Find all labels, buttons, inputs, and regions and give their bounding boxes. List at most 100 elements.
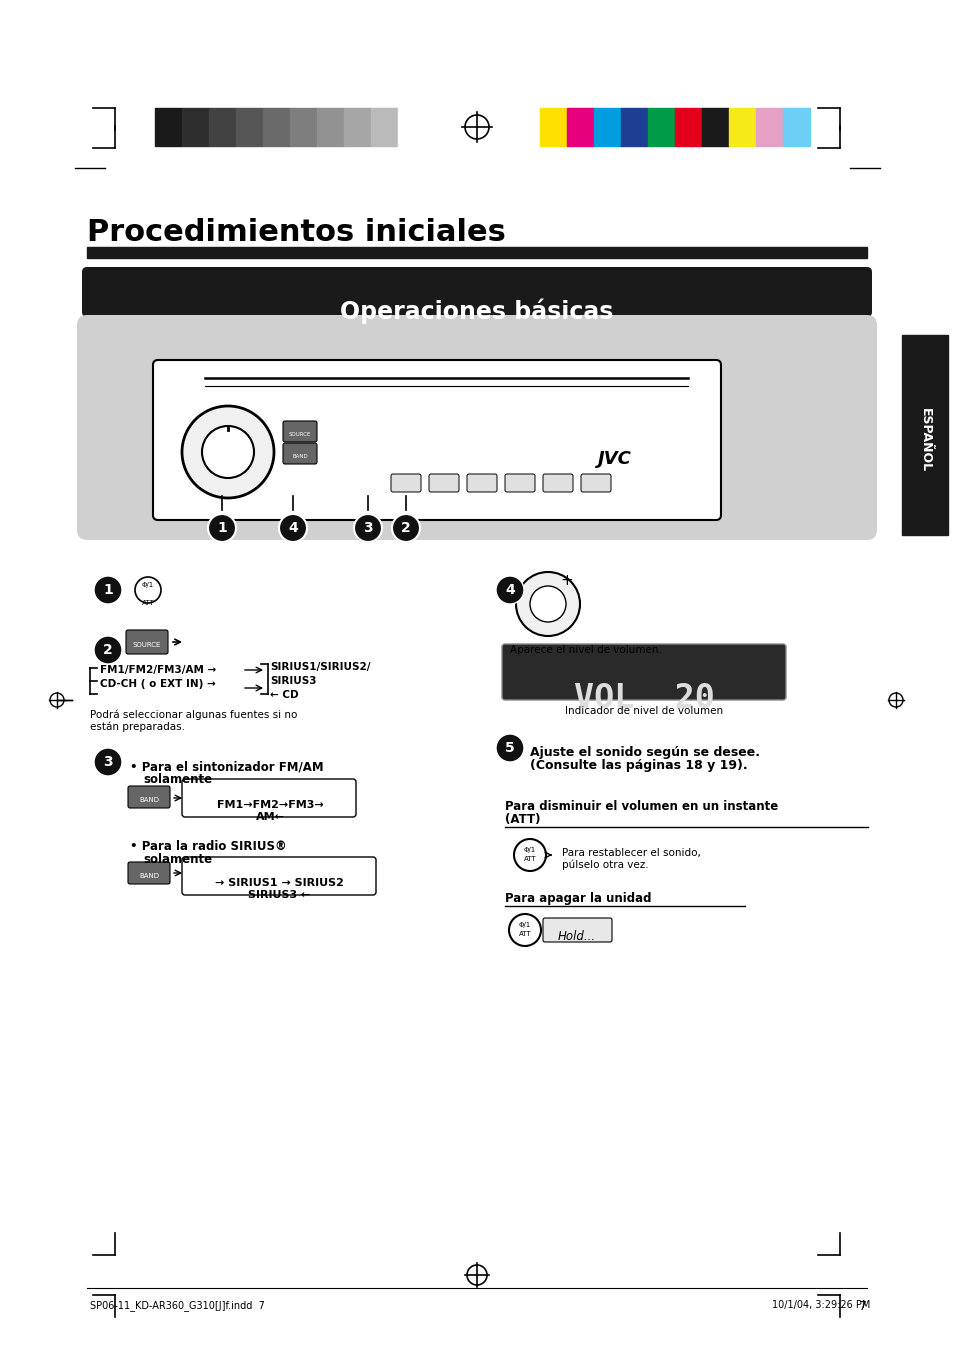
Bar <box>344 108 371 146</box>
Bar <box>594 108 620 146</box>
Text: 7: 7 <box>858 1300 866 1313</box>
FancyBboxPatch shape <box>82 267 871 317</box>
Text: FM1/FM2/FM3/AM →: FM1/FM2/FM3/AM → <box>100 665 216 676</box>
Text: 2: 2 <box>103 643 112 657</box>
Text: BAND: BAND <box>139 797 159 802</box>
Text: Aparece el nivel de volumen.: Aparece el nivel de volumen. <box>510 644 661 655</box>
FancyBboxPatch shape <box>128 862 170 884</box>
Text: Podrá seleccionar algunas fuentes si no: Podrá seleccionar algunas fuentes si no <box>90 711 297 720</box>
Circle shape <box>496 576 523 604</box>
Text: 5: 5 <box>504 740 515 755</box>
FancyBboxPatch shape <box>128 786 170 808</box>
Circle shape <box>94 748 122 775</box>
Bar <box>782 108 809 146</box>
Circle shape <box>496 734 523 762</box>
Circle shape <box>278 513 307 542</box>
Text: SOURCE: SOURCE <box>132 642 161 648</box>
Text: Φ/1: Φ/1 <box>523 847 536 852</box>
Bar <box>290 108 316 146</box>
FancyBboxPatch shape <box>504 474 535 492</box>
Text: 3: 3 <box>103 755 112 769</box>
Text: BAND: BAND <box>292 454 308 459</box>
Text: 3: 3 <box>363 521 373 535</box>
Bar <box>154 108 182 146</box>
Bar <box>209 108 235 146</box>
Text: SIRIUS3 ←: SIRIUS3 ← <box>248 890 310 900</box>
FancyBboxPatch shape <box>542 474 573 492</box>
Circle shape <box>392 513 419 542</box>
FancyBboxPatch shape <box>182 857 375 894</box>
Circle shape <box>354 513 381 542</box>
Bar <box>566 108 594 146</box>
Bar <box>371 108 397 146</box>
Text: SP06-11_KD-AR360_G310[J]f.indd  7: SP06-11_KD-AR360_G310[J]f.indd 7 <box>90 1300 265 1310</box>
FancyBboxPatch shape <box>467 474 497 492</box>
FancyBboxPatch shape <box>152 359 720 520</box>
Circle shape <box>530 586 565 621</box>
Bar <box>539 108 566 146</box>
Bar <box>397 108 424 146</box>
Text: Ajuste el sonido según se desee.: Ajuste el sonido según se desee. <box>530 746 760 759</box>
Text: VOL  20: VOL 20 <box>573 682 714 715</box>
Text: Φ/1: Φ/1 <box>142 582 154 588</box>
Text: AM←: AM← <box>255 812 284 821</box>
Text: → SIRIUS1 → SIRIUS2: → SIRIUS1 → SIRIUS2 <box>214 878 343 888</box>
Bar <box>263 108 290 146</box>
FancyBboxPatch shape <box>77 315 876 540</box>
Text: BAND: BAND <box>139 873 159 880</box>
Text: SIRIUS1/SIRIUS2/: SIRIUS1/SIRIUS2/ <box>270 662 370 671</box>
Circle shape <box>202 426 253 478</box>
Bar <box>675 108 701 146</box>
Circle shape <box>516 571 579 636</box>
Text: ← CD: ← CD <box>270 690 298 700</box>
Bar <box>755 108 782 146</box>
FancyBboxPatch shape <box>501 644 785 700</box>
Text: púlselo otra vez.: púlselo otra vez. <box>561 861 648 870</box>
Text: 4: 4 <box>288 521 297 535</box>
FancyBboxPatch shape <box>182 780 355 817</box>
FancyBboxPatch shape <box>126 630 168 654</box>
Circle shape <box>208 513 235 542</box>
Text: están preparadas.: están preparadas. <box>90 721 185 732</box>
Text: ATT: ATT <box>523 857 536 862</box>
Text: (Consulte las páginas 18 y 19).: (Consulte las páginas 18 y 19). <box>530 759 747 771</box>
Bar <box>901 335 947 535</box>
Circle shape <box>94 636 122 663</box>
Bar <box>701 108 728 146</box>
Text: JVC: JVC <box>598 450 631 467</box>
Text: FM1→FM2→FM3→: FM1→FM2→FM3→ <box>216 800 323 811</box>
FancyBboxPatch shape <box>580 474 610 492</box>
Bar <box>728 108 755 146</box>
Text: • Para el sintonizador FM/AM: • Para el sintonizador FM/AM <box>130 761 323 773</box>
Text: Para restablecer el sonido,: Para restablecer el sonido, <box>561 848 700 858</box>
Bar <box>182 108 209 146</box>
Text: SOURCE: SOURCE <box>289 432 311 436</box>
Text: 1: 1 <box>217 521 227 535</box>
FancyBboxPatch shape <box>391 474 420 492</box>
Text: Procedimientos iniciales: Procedimientos iniciales <box>87 218 505 247</box>
Bar <box>620 108 647 146</box>
Text: ESPAÑOL: ESPAÑOL <box>918 408 930 471</box>
FancyBboxPatch shape <box>429 474 458 492</box>
FancyBboxPatch shape <box>283 443 316 463</box>
Bar <box>316 108 344 146</box>
Bar <box>87 247 866 258</box>
Text: ATT: ATT <box>518 931 531 938</box>
Text: Indicador de nivel de volumen: Indicador de nivel de volumen <box>564 707 722 716</box>
Bar <box>647 108 675 146</box>
Text: 4: 4 <box>504 584 515 597</box>
Text: • Para la radio SIRIUS®: • Para la radio SIRIUS® <box>130 840 287 852</box>
Text: Operaciones básicas: Operaciones básicas <box>340 299 613 323</box>
Text: 1: 1 <box>103 584 112 597</box>
Text: Hold...: Hold... <box>558 929 596 943</box>
Text: Φ/1: Φ/1 <box>518 921 531 928</box>
Text: Para disminuir el volumen en un instante: Para disminuir el volumen en un instante <box>504 800 778 813</box>
Text: solamente: solamente <box>143 852 212 866</box>
Text: +: + <box>559 573 572 588</box>
Text: 10/1/04, 3:29:26 PM: 10/1/04, 3:29:26 PM <box>771 1300 869 1310</box>
Text: SIRIUS3: SIRIUS3 <box>270 676 316 686</box>
Circle shape <box>182 407 274 499</box>
FancyBboxPatch shape <box>542 917 612 942</box>
Text: (ATT): (ATT) <box>504 813 540 825</box>
FancyBboxPatch shape <box>283 422 316 442</box>
